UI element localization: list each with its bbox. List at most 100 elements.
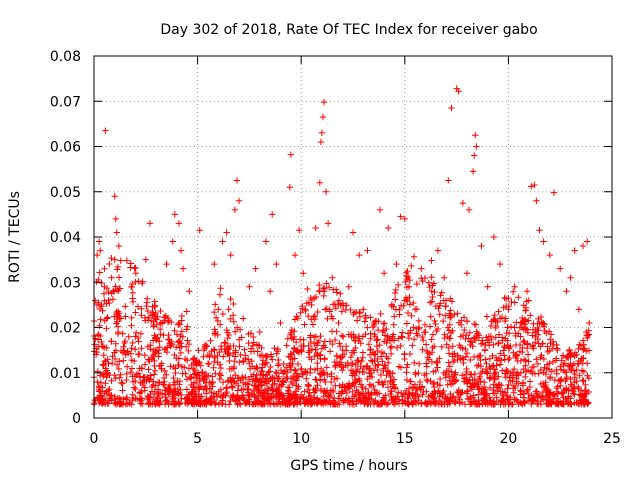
data-point	[112, 215, 119, 223]
data-point-dense	[506, 374, 513, 382]
data-point-dense	[237, 401, 244, 408]
data-point-dense	[369, 358, 376, 365]
data-point	[546, 251, 554, 259]
data-point-dense	[299, 303, 306, 310]
y-tick-label: 0.02	[50, 321, 81, 337]
data-point-dense	[521, 338, 528, 346]
data-point-dense	[167, 363, 174, 370]
data-point	[115, 242, 123, 250]
data-point-dense	[442, 374, 449, 381]
data-point-dense	[99, 307, 106, 314]
data-point-dense	[141, 352, 148, 359]
data-point-dense	[483, 360, 490, 367]
data-point-dense	[455, 389, 462, 396]
data-point-dense	[172, 343, 180, 351]
data-point-dense	[457, 344, 464, 351]
data-point-dense	[326, 393, 334, 401]
data-point-dense	[178, 328, 185, 335]
data-point-dense	[175, 319, 183, 327]
data-point-dense	[577, 387, 585, 394]
data-point-dense	[244, 386, 251, 394]
data-point-dense	[331, 336, 339, 344]
data-point-dense	[284, 335, 292, 343]
data-point-dense	[361, 395, 369, 402]
data-point-dense	[294, 385, 302, 393]
data-point-dense	[377, 310, 384, 318]
data-point-dense	[101, 297, 108, 304]
data-point-dense	[460, 359, 467, 367]
data-point-dense	[423, 370, 430, 377]
data-point-dense	[98, 338, 105, 346]
data-point-dense	[312, 346, 319, 353]
data-point-dense	[349, 380, 357, 387]
data-point-dense	[309, 321, 317, 328]
data-point-dense	[339, 388, 346, 395]
data-point-dense	[108, 397, 115, 404]
data-point-dense	[129, 339, 136, 347]
data-point-dense	[154, 395, 162, 402]
data-point-dense	[427, 313, 434, 320]
data-point-dense	[208, 399, 215, 407]
data-point-dense	[305, 382, 313, 389]
data-point-dense	[467, 356, 474, 364]
data-point-dense	[287, 378, 295, 386]
data-point-dense	[314, 382, 321, 389]
x-axis-label: GPS time / hours	[290, 458, 407, 474]
data-point-dense	[230, 363, 238, 371]
data-point-dense	[152, 382, 159, 389]
data-point-dense	[491, 376, 498, 384]
data-point-dense	[144, 343, 152, 350]
data-point-dense	[200, 386, 207, 393]
data-point-dense	[390, 321, 397, 328]
data-point-dense	[324, 315, 331, 322]
x-tick-label: 15	[396, 431, 414, 447]
data-point-dense	[153, 397, 160, 405]
data-point-dense	[189, 388, 196, 396]
data-point	[531, 181, 538, 189]
data-point-dense	[136, 390, 144, 397]
data-point-dense	[436, 390, 443, 397]
data-point-dense	[498, 334, 506, 341]
data-point-dense	[338, 308, 346, 315]
data-point-dense	[216, 375, 223, 383]
data-point-dense	[520, 356, 528, 363]
data-point-dense	[183, 386, 191, 393]
data-point-dense	[486, 394, 493, 401]
data-point-dense	[245, 339, 252, 347]
data-point-dense	[419, 391, 426, 399]
data-point-dense	[494, 398, 502, 406]
data-point-dense	[518, 348, 526, 356]
data-point-dense	[316, 288, 323, 295]
data-point-dense	[123, 370, 130, 378]
data-point-dense	[271, 375, 278, 382]
data-point-dense	[311, 394, 318, 401]
data-point	[471, 152, 478, 159]
data-point-dense	[269, 356, 276, 363]
data-point-dense	[571, 352, 578, 359]
data-point-dense	[350, 333, 357, 341]
data-point-dense	[398, 333, 405, 340]
data-point	[300, 270, 307, 277]
data-point-dense	[191, 366, 199, 374]
data-point-dense	[156, 379, 163, 386]
data-point-dense	[185, 347, 192, 355]
data-point-dense	[128, 322, 135, 329]
data-point-dense	[310, 340, 318, 347]
data-point-dense	[263, 397, 270, 404]
data-point-dense	[210, 358, 218, 366]
data-point-dense	[303, 396, 311, 404]
data-point-dense	[410, 336, 418, 343]
data-point-dense	[285, 397, 292, 404]
data-point-dense	[578, 367, 586, 374]
data-point-dense	[357, 340, 364, 347]
data-point-dense	[370, 382, 377, 390]
data-point-dense	[571, 370, 579, 378]
data-point-dense	[579, 397, 586, 404]
data-point-dense	[413, 305, 421, 313]
data-point-dense	[388, 335, 396, 343]
data-point-dense	[115, 365, 123, 373]
data-point-dense	[439, 317, 447, 325]
data-point-dense	[252, 375, 259, 382]
data-point	[186, 288, 193, 295]
data-point-dense	[509, 288, 517, 295]
